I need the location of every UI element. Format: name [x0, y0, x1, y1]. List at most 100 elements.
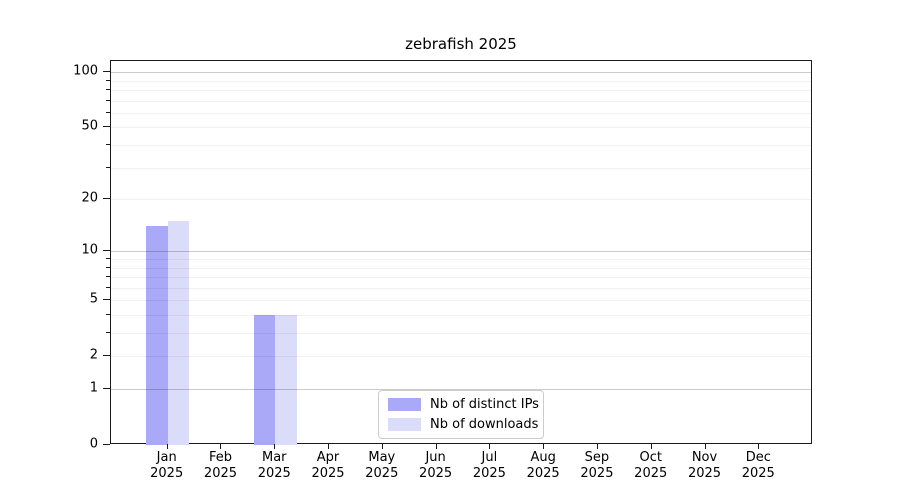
y-gridline-100 — [111, 72, 811, 74]
y-minor-tick-mark-6 — [106, 286, 110, 288]
y-gridline-80 — [111, 90, 811, 92]
x-tick-year: 2025 — [580, 466, 614, 481]
x-tick-label-sep: Sep 2025 — [565, 450, 629, 482]
x-tick-mark-jul — [489, 444, 491, 449]
y-minor-tick-mark-7 — [106, 276, 110, 278]
x-tick-year: 2025 — [365, 466, 399, 481]
legend-label-downloads: Nb of downloads — [430, 417, 539, 432]
y-gridline-7 — [111, 277, 811, 279]
y-tick-mark-100 — [103, 71, 110, 73]
legend-item-distinct-ips: Nb of distinct IPs — [388, 397, 539, 412]
x-tick-label-jul: Jul 2025 — [457, 450, 521, 482]
x-tick-label-dec: Dec 2025 — [726, 450, 790, 482]
x-tick-mark-may — [381, 444, 383, 449]
x-tick-year: 2025 — [311, 466, 345, 481]
x-tick-year: 2025 — [257, 466, 291, 481]
x-tick-year: 2025 — [634, 466, 668, 481]
x-tick-year: 2025 — [203, 466, 238, 481]
y-minor-tick-mark-9 — [106, 258, 110, 259]
y-gridline-60 — [111, 112, 811, 114]
x-tick-month: Feb — [208, 450, 232, 465]
x-tick-mark-oct — [650, 444, 652, 449]
x-tick-mark-aug — [543, 444, 545, 449]
x-tick-mark-jan — [166, 444, 168, 449]
y-minor-tick-mark-30 — [106, 166, 110, 168]
y-gridline-4 — [111, 314, 811, 316]
x-tick-label-feb: Feb 2025 — [188, 450, 252, 482]
bar-nb-of-downloads-mar — [275, 314, 297, 445]
legend-swatch-downloads — [388, 418, 421, 431]
y-tick-label-100: 100 — [73, 63, 98, 79]
y-tick-mark-10 — [103, 250, 110, 252]
x-tick-mark-nov — [704, 444, 706, 449]
x-tick-month: Mar — [261, 450, 287, 465]
legend: Nb of distinct IPs Nb of downloads — [378, 390, 544, 439]
x-tick-month: Dec — [745, 450, 771, 465]
y-tick-label-50: 50 — [81, 118, 98, 134]
x-tick-label-jan: Jan 2025 — [135, 450, 199, 482]
plot-area — [110, 60, 812, 445]
x-tick-mark-dec — [758, 444, 760, 449]
x-tick-label-aug: Aug 2025 — [511, 450, 575, 482]
y-gridline-8 — [111, 267, 811, 269]
y-minor-tick-mark-3 — [106, 332, 110, 334]
y-gridline-90 — [111, 80, 811, 82]
y-tick-mark-20 — [103, 198, 110, 200]
bar-nb-of-distinct-ips-mar — [253, 314, 276, 445]
y-tick-mark-50 — [103, 126, 110, 128]
x-tick-month: Sep — [584, 450, 610, 465]
y-gridline-30 — [111, 167, 811, 169]
x-tick-label-jun: Jun 2025 — [404, 450, 468, 482]
x-tick-mark-sep — [596, 444, 598, 449]
y-tick-mark-2 — [103, 355, 110, 357]
y-gridline-1 — [111, 389, 811, 390]
x-tick-label-mar: Mar 2025 — [242, 450, 306, 482]
y-gridline-3 — [111, 333, 811, 335]
bar-nb-of-distinct-ips-jan — [146, 226, 168, 445]
x-tick-month: Jun — [425, 450, 446, 465]
legend-swatch-distinct-ips — [388, 398, 421, 411]
y-minor-tick-mark-8 — [106, 266, 110, 268]
x-tick-mark-jun — [435, 444, 437, 449]
x-tick-label-apr: Apr 2025 — [296, 450, 360, 482]
x-tick-month: May — [368, 450, 396, 465]
x-tick-label-may: May 2025 — [350, 450, 414, 482]
y-gridline-40 — [111, 145, 811, 147]
y-minor-tick-mark-90 — [106, 79, 110, 81]
x-tick-month: Aug — [530, 450, 556, 465]
y-tick-label-0: 0 — [89, 436, 98, 452]
x-tick-mark-apr — [328, 444, 330, 449]
legend-label-distinct-ips: Nb of distinct IPs — [430, 397, 539, 412]
x-tick-year: 2025 — [150, 466, 184, 481]
x-tick-year: 2025 — [472, 466, 506, 481]
y-gridline-5 — [111, 300, 811, 302]
y-tick-mark-0 — [103, 444, 110, 445]
y-gridline-50 — [111, 127, 811, 129]
legend-item-downloads: Nb of downloads — [388, 417, 538, 432]
y-minor-tick-mark-40 — [106, 144, 110, 146]
y-gridline-6 — [111, 287, 811, 289]
y-minor-tick-mark-60 — [106, 111, 110, 113]
y-minor-tick-mark-70 — [106, 99, 110, 101]
x-tick-year: 2025 — [741, 466, 775, 481]
y-tick-label-5: 5 — [89, 291, 98, 307]
x-tick-month: Apr — [316, 450, 340, 465]
y-gridline-9 — [111, 259, 811, 260]
x-tick-year: 2025 — [526, 466, 560, 481]
x-tick-mark-mar — [274, 444, 276, 449]
x-tick-year: 2025 — [687, 466, 722, 481]
y-minor-tick-mark-4 — [106, 313, 110, 315]
y-tick-mark-5 — [103, 299, 110, 301]
x-tick-month: Oct — [639, 450, 662, 465]
x-tick-label-oct: Oct 2025 — [619, 450, 683, 482]
y-gridline-20 — [111, 199, 811, 201]
y-tick-label-10: 10 — [81, 242, 98, 258]
y-gridline-2 — [111, 356, 811, 358]
bar-nb-of-downloads-jan — [167, 221, 190, 445]
y-gridline-70 — [111, 100, 811, 102]
x-tick-month: Jul — [481, 450, 498, 465]
y-tick-label-1: 1 — [89, 380, 98, 396]
y-tick-label-20: 20 — [81, 190, 98, 206]
